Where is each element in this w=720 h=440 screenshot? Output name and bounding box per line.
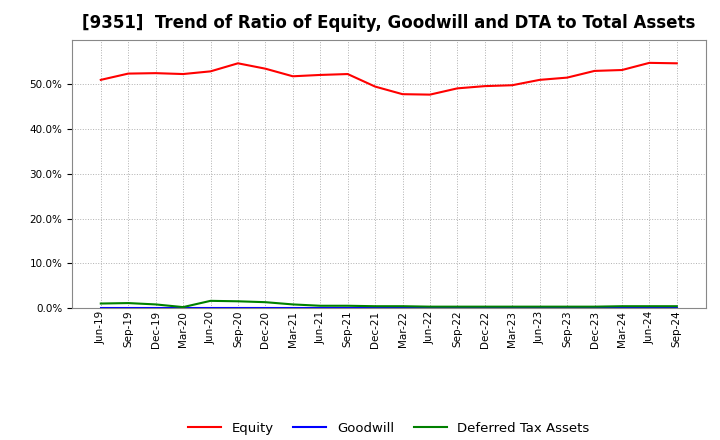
Equity: [672, 61, 681, 66]
Legend: Equity, Goodwill, Deferred Tax Assets: Equity, Goodwill, Deferred Tax Assets: [183, 417, 595, 440]
Equity: [179, 71, 187, 77]
Goodwill: [536, 305, 544, 311]
Line: Deferred Tax Assets: Deferred Tax Assets: [101, 301, 677, 307]
Deferred Tax Assets: [289, 302, 297, 307]
Goodwill: [398, 305, 407, 311]
Equity: [96, 77, 105, 82]
Deferred Tax Assets: [426, 304, 434, 309]
Goodwill: [645, 305, 654, 311]
Deferred Tax Assets: [316, 303, 325, 308]
Goodwill: [151, 305, 160, 311]
Goodwill: [261, 305, 270, 311]
Equity: [206, 69, 215, 74]
Goodwill: [206, 305, 215, 311]
Deferred Tax Assets: [206, 298, 215, 304]
Deferred Tax Assets: [124, 301, 132, 306]
Goodwill: [480, 305, 489, 311]
Deferred Tax Assets: [508, 304, 516, 309]
Line: Equity: Equity: [101, 63, 677, 95]
Deferred Tax Assets: [179, 304, 187, 310]
Deferred Tax Assets: [398, 304, 407, 309]
Equity: [508, 83, 516, 88]
Equity: [371, 84, 379, 89]
Goodwill: [289, 305, 297, 311]
Deferred Tax Assets: [536, 304, 544, 309]
Deferred Tax Assets: [151, 302, 160, 307]
Deferred Tax Assets: [563, 304, 572, 309]
Equity: [480, 84, 489, 89]
Equity: [124, 71, 132, 76]
Goodwill: [124, 305, 132, 311]
Equity: [590, 68, 599, 73]
Equity: [316, 72, 325, 77]
Goodwill: [96, 305, 105, 311]
Goodwill: [618, 305, 626, 311]
Deferred Tax Assets: [480, 304, 489, 309]
Deferred Tax Assets: [672, 304, 681, 309]
Equity: [536, 77, 544, 82]
Deferred Tax Assets: [343, 303, 352, 308]
Equity: [343, 71, 352, 77]
Deferred Tax Assets: [645, 304, 654, 309]
Equity: [151, 70, 160, 76]
Title: [9351]  Trend of Ratio of Equity, Goodwill and DTA to Total Assets: [9351] Trend of Ratio of Equity, Goodwil…: [82, 15, 696, 33]
Goodwill: [453, 305, 462, 311]
Equity: [618, 67, 626, 73]
Equity: [426, 92, 434, 97]
Equity: [261, 66, 270, 71]
Equity: [289, 73, 297, 79]
Deferred Tax Assets: [371, 304, 379, 309]
Goodwill: [426, 305, 434, 311]
Deferred Tax Assets: [96, 301, 105, 306]
Goodwill: [371, 305, 379, 311]
Equity: [563, 75, 572, 80]
Goodwill: [316, 305, 325, 311]
Deferred Tax Assets: [233, 299, 242, 304]
Deferred Tax Assets: [261, 300, 270, 305]
Deferred Tax Assets: [590, 304, 599, 309]
Goodwill: [563, 305, 572, 311]
Goodwill: [672, 305, 681, 311]
Goodwill: [508, 305, 516, 311]
Goodwill: [343, 305, 352, 311]
Equity: [398, 92, 407, 97]
Goodwill: [233, 305, 242, 311]
Deferred Tax Assets: [453, 304, 462, 309]
Equity: [645, 60, 654, 66]
Deferred Tax Assets: [618, 304, 626, 309]
Goodwill: [179, 305, 187, 311]
Equity: [233, 61, 242, 66]
Equity: [453, 86, 462, 91]
Goodwill: [590, 305, 599, 311]
